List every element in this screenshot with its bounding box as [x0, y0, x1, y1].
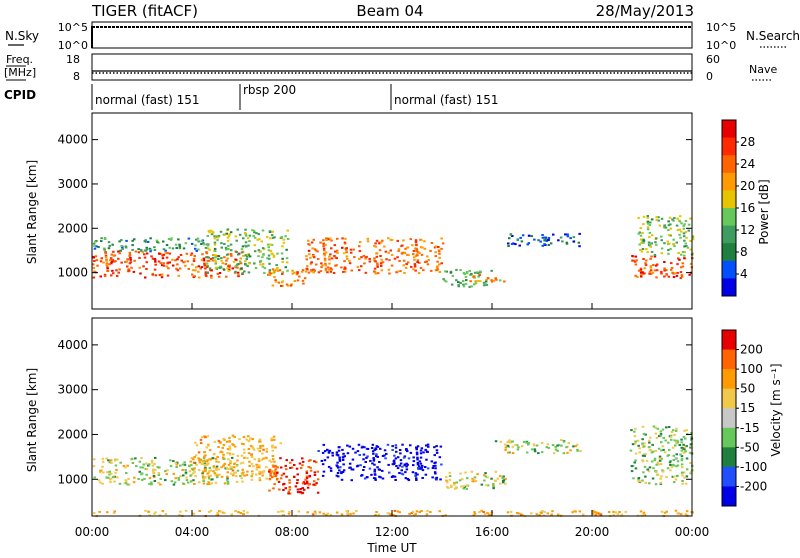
velocity-ylabel: Slant Range [km] — [25, 368, 39, 472]
power-ytick-label: 3000 — [57, 177, 88, 191]
power-colorbar-tick: 12 — [740, 223, 755, 237]
cpid-strip: normal (fast) 151 rbsp 200 normal (fast)… — [91, 83, 498, 110]
beam-title: Beam 04 — [356, 2, 423, 20]
power-colorbar-swatch — [722, 120, 736, 139]
velocity-colorbar-tick: -100 — [740, 460, 767, 474]
power-echo-region-9 — [631, 255, 694, 280]
power-ylabel: Slant Range [km] — [25, 160, 39, 264]
power-echo-region-7 — [469, 273, 506, 283]
power-colorbar-swatch — [722, 208, 736, 227]
velocity-ytick-label: 2000 — [57, 427, 88, 441]
x-tick-label: 20:00 — [575, 525, 610, 539]
noise-left-tick-top: 10^5 — [58, 21, 88, 34]
x-tick-label: 12:00 — [375, 525, 410, 539]
power-colorbar-tick: 4 — [740, 267, 748, 281]
velocity-colorbar-tick: -200 — [740, 479, 767, 493]
x-tick-label: 08:00 — [275, 525, 310, 539]
power-colorbar-swatch — [722, 172, 736, 191]
power-echo-region-3 — [204, 228, 290, 275]
velocity-colorbar-tick: 100 — [740, 362, 763, 376]
freq-left-tick-bottom: 8 — [73, 70, 80, 83]
velocity-colorbar-tick: 50 — [740, 382, 755, 396]
velocity-colorbar-swatch — [722, 427, 736, 448]
power-colorbar-tick: 24 — [740, 157, 755, 171]
x-axis-label: Time UT — [366, 541, 417, 554]
velocity-colorbar-swatch — [722, 330, 736, 351]
velocity-colorbar-tick: 200 — [740, 343, 763, 357]
velocity-echo-region-5 — [445, 470, 507, 490]
power-colorbar-swatch — [722, 260, 736, 279]
cpid-label: CPID — [4, 88, 36, 102]
power-colorbar-swatch — [722, 225, 736, 244]
velocity-ytick-label: 3000 — [57, 383, 88, 397]
x-tick-label: 04:00 — [175, 525, 210, 539]
power-echo-region-4 — [267, 268, 307, 287]
velocity-colorbar-tick: -15 — [740, 421, 760, 435]
nave-right-tick-top: 60 — [706, 53, 720, 66]
power-echo-region-6 — [442, 268, 493, 288]
velocity-colorbar-swatch — [722, 466, 736, 487]
power-colorbar-swatch — [722, 155, 736, 174]
power-echo-region-10 — [637, 215, 695, 257]
power-colorbar-label: Power [dB] — [757, 179, 771, 244]
velocity-ytick-label: 1000 — [57, 472, 88, 486]
x-tick-label: 00:00 — [675, 525, 710, 539]
velocity-colorbar: 200 100 50 15 -15 -50 -100 -200 — [721, 329, 767, 507]
noise-right-tick-top: 10^5 — [706, 21, 736, 34]
cpid-segment-2: rbsp 200 — [243, 83, 296, 97]
nsearch-label: N.Search — [746, 29, 800, 43]
velocity-echo-region-2 — [192, 434, 282, 482]
x-tick-label: 00:00 — [75, 525, 110, 539]
power-colorbar-tick: 28 — [740, 135, 755, 149]
power-echo-region-2 — [92, 237, 206, 253]
power-colorbar-swatch — [722, 243, 736, 262]
freq-label: Freq. — [6, 53, 33, 66]
freq-panel: Freq. [MHz] 18 8 60 0 Nave CPID — [4, 53, 777, 102]
velocity-ytick-label: 4000 — [57, 338, 88, 352]
velocity-colorbar-swatch — [722, 369, 736, 390]
nave-right-tick-bottom: 0 — [706, 70, 713, 83]
power-colorbar-swatch — [722, 190, 736, 209]
power-colorbar-swatch — [722, 278, 736, 297]
power-ytick-label: 1000 — [57, 266, 88, 280]
power-colorbar-tick: 16 — [740, 201, 755, 215]
station-title: TIGER (fitACF) — [91, 2, 198, 20]
freq-left-tick-top: 18 — [66, 53, 80, 66]
power-echo-region-5 — [304, 237, 445, 275]
nave-label: Nave — [749, 63, 777, 76]
velocity-panel: 1000 2000 3000 4000 Slant Range [km] — [25, 317, 694, 518]
velocity-colorbar-swatch — [722, 408, 736, 429]
nsky-label: N.Sky — [5, 29, 39, 43]
noise-left-tick-bottom: 10^0 — [58, 39, 88, 52]
velocity-colorbar-label: Velocity [m s⁻¹] — [769, 363, 783, 456]
noise-panel: N.Sky 10^5 10^0 10^5 10^0 N.Search — [5, 21, 800, 52]
velocity-colorbar-swatch — [722, 349, 736, 370]
velocity-colorbar-swatch — [722, 486, 736, 507]
cpid-segment-3: normal (fast) 151 — [394, 93, 498, 107]
power-ytick-label: 4000 — [57, 133, 88, 147]
power-ytick-label: 2000 — [57, 221, 88, 235]
power-panel: 1000 2000 3000 4000 Slant Range [km] — [25, 112, 695, 310]
velocity-colorbar-swatch — [722, 388, 736, 409]
cpid-segment-1: normal (fast) 151 — [95, 93, 199, 107]
power-echo-region-8 — [507, 232, 581, 248]
velocity-echo-region-7 — [629, 425, 694, 486]
x-tick-label: 16:00 — [475, 525, 510, 539]
velocity-colorbar-swatch — [722, 447, 736, 468]
velocity-echo-region-1 — [92, 456, 244, 486]
velocity-echo-region-4 — [317, 443, 443, 482]
velocity-echo-region-6 — [494, 439, 582, 455]
power-echo-region-1 — [92, 250, 245, 279]
date-title: 28/May/2013 — [596, 2, 694, 20]
velocity-colorbar-tick: -50 — [740, 440, 760, 454]
power-colorbar-tick: 20 — [740, 179, 755, 193]
power-colorbar: 4 8 12 16 20 24 28 — [721, 119, 755, 297]
noise-right-tick-bottom: 10^0 — [706, 39, 736, 52]
velocity-echo-region-3 — [268, 457, 320, 495]
freq-unit-label: [MHz] — [4, 66, 36, 79]
velocity-colorbar-tick: 15 — [740, 401, 755, 415]
power-colorbar-swatch — [722, 137, 736, 156]
power-colorbar-tick: 8 — [740, 245, 748, 259]
